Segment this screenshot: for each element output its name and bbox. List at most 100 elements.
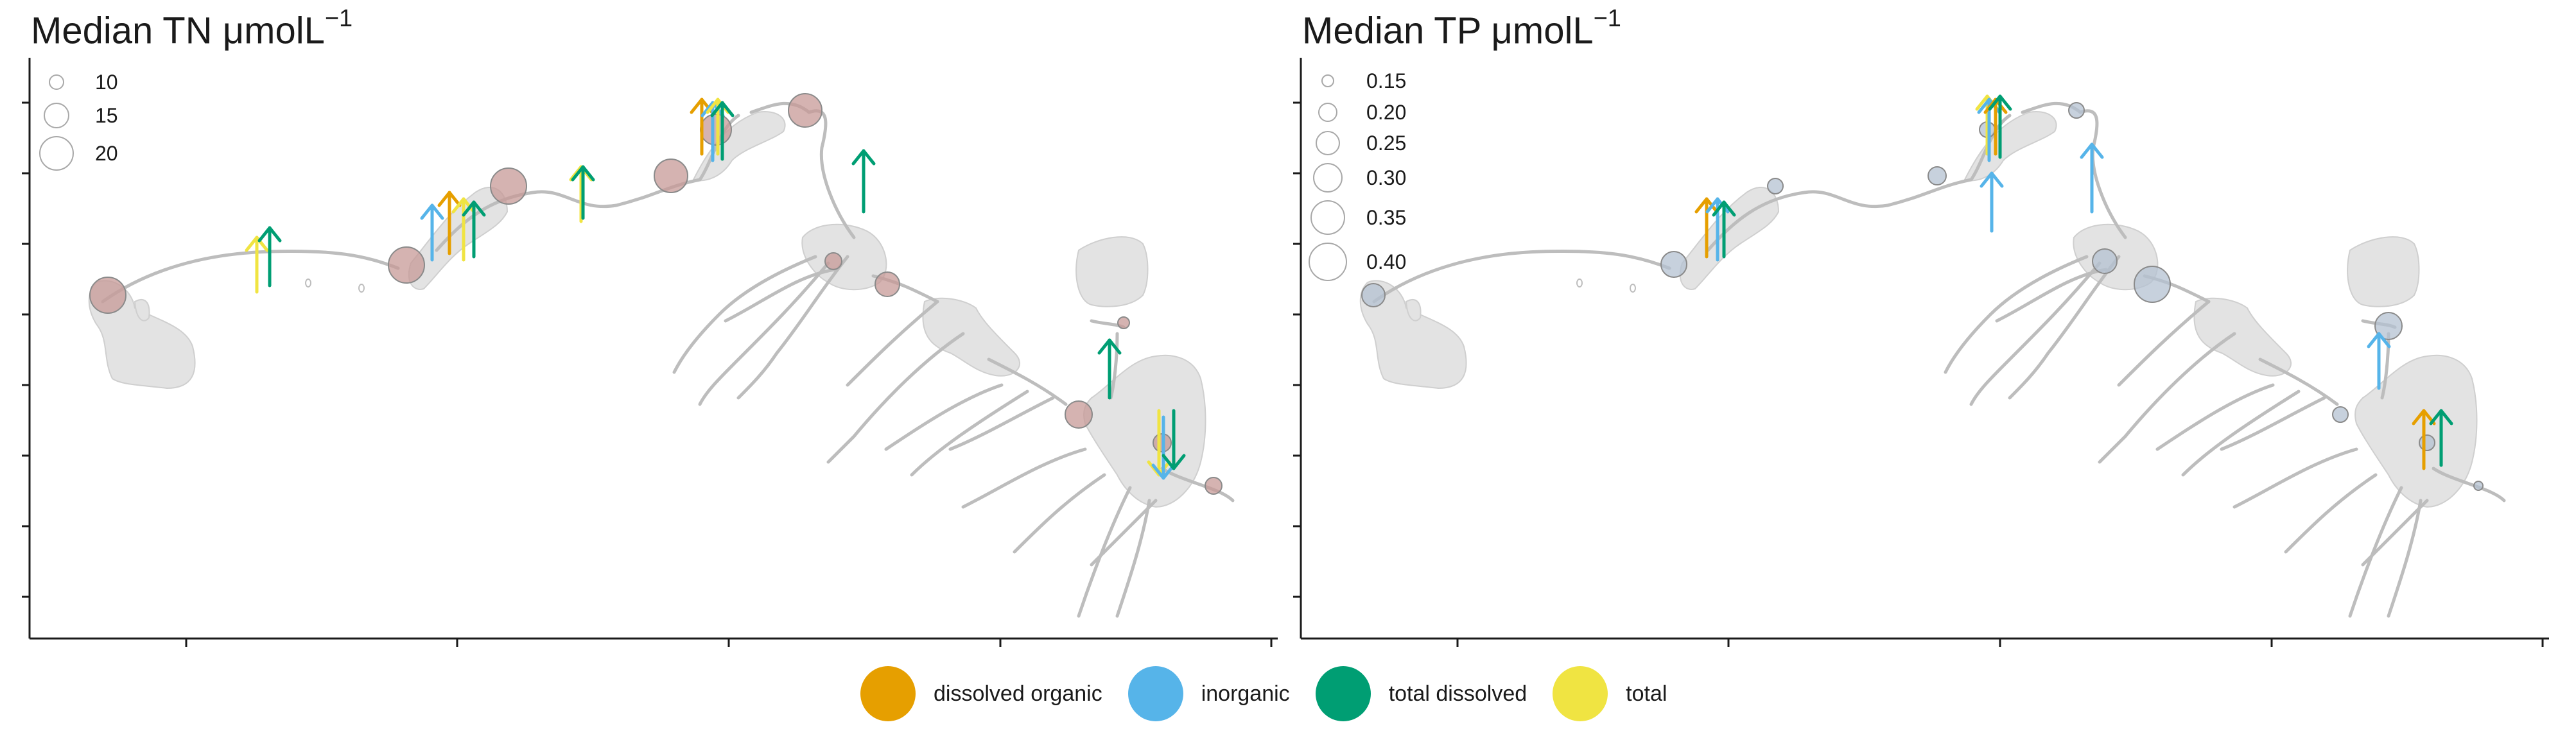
pond-marker	[358, 284, 365, 293]
river-line	[2432, 467, 2506, 502]
tn-map	[22, 58, 1278, 647]
size-legend-circle	[39, 136, 74, 171]
trend-arrow	[245, 236, 269, 294]
lake-shape	[1359, 280, 1467, 390]
river-line	[1995, 268, 2108, 323]
river-line	[807, 109, 856, 239]
trend-arrow	[1712, 200, 1736, 259]
trend-arrow	[851, 149, 876, 214]
trend-arrow	[1988, 94, 2012, 159]
legend-swatch	[1553, 666, 1608, 721]
legend-label: inorganic	[1201, 681, 1290, 706]
size-legend-circle	[1310, 200, 1345, 235]
trend-arrow	[1694, 197, 1719, 259]
site-marker	[875, 271, 900, 297]
size-legend-circle	[1316, 131, 1340, 155]
size-legend-circle	[44, 103, 69, 128]
tp-panel: Median TP μmolL−1 0.15 0.20 0.25 0.30 0.35 0.…	[1271, 0, 2555, 655]
legend-item-inorganic: inorganic	[1127, 666, 1290, 721]
site-marker	[824, 252, 842, 270]
lake-shape	[1963, 111, 2057, 182]
trend-arrow	[710, 101, 735, 161]
pond-marker	[305, 279, 311, 287]
legend-swatch	[860, 666, 916, 721]
legend-swatch	[1127, 666, 1183, 721]
river-line	[2181, 390, 2301, 477]
lake-shape	[1083, 354, 1206, 508]
legend-item-dissolved-organic: dissolved organic	[860, 666, 1102, 721]
trend-arrow	[2080, 142, 2104, 214]
river-line	[2348, 486, 2403, 618]
site-marker	[1660, 251, 1687, 278]
trend-arrow	[1980, 171, 2004, 233]
site-marker	[654, 159, 688, 193]
lake-shape	[2354, 354, 2478, 508]
size-legend-label: 0.15	[1366, 69, 1407, 92]
trend-arrow	[2367, 332, 2391, 390]
lake-shape	[134, 299, 150, 322]
site-marker	[788, 93, 822, 128]
lake-shape	[2193, 297, 2292, 377]
trend-arrow	[420, 203, 444, 262]
trend-arrow	[2429, 409, 2453, 467]
size-legend-circle	[49, 74, 64, 90]
size-legend-label: 15	[95, 104, 118, 127]
river-line	[1109, 332, 1119, 400]
site-marker	[2134, 266, 2171, 303]
river-line	[698, 261, 830, 406]
river-line	[736, 255, 849, 400]
site-marker	[700, 114, 732, 146]
legend-label: total dissolved	[1388, 681, 1527, 706]
river-line	[846, 300, 939, 387]
river-line	[2284, 473, 2378, 554]
size-legend-label: 0.35	[1366, 206, 1407, 229]
tn-waterbodies	[88, 101, 1235, 618]
lake-shape	[1075, 236, 1149, 307]
size-legend-label: 0.40	[1366, 250, 1407, 273]
trend-arrow	[571, 165, 595, 220]
river-line	[1013, 473, 1106, 554]
size-legend-label: 0.20	[1366, 101, 1407, 124]
trend-arrow	[1162, 409, 1186, 470]
river-line	[724, 268, 837, 323]
river-line	[2117, 300, 2211, 387]
trend-arrow	[1097, 338, 1122, 400]
color-legend: dissolved organic inorganic total dissol…	[860, 665, 1693, 723]
river-line	[1969, 261, 2102, 406]
tp-map	[1293, 58, 2549, 647]
site-marker	[1065, 400, 1093, 429]
tp-axes	[1293, 58, 2549, 647]
trend-arrow	[257, 226, 282, 287]
site-marker	[2473, 481, 2484, 491]
tp-trend-arrows	[1694, 94, 2453, 470]
size-legend-label: 20	[95, 142, 118, 165]
site-marker	[1928, 166, 1947, 185]
site-marker	[1205, 477, 1223, 495]
river-line	[435, 114, 740, 252]
pond-marker	[1576, 279, 1583, 287]
river-line	[2220, 396, 2326, 451]
river-line	[948, 396, 1055, 451]
tn-title: Median TN μmolL−1	[31, 5, 353, 52]
river-line	[101, 249, 400, 304]
river-line	[2258, 357, 2339, 406]
legend-item-total-dissolved: total dissolved	[1315, 666, 1527, 721]
tn-trend-arrows	[245, 98, 1186, 480]
tp-sites	[1361, 102, 2484, 491]
lake-shape	[1679, 186, 1780, 290]
tp-title: Median TP μmolL−1	[1302, 5, 1621, 52]
river-line	[1372, 249, 1671, 304]
river-line	[1706, 114, 2012, 252]
river-line	[1944, 255, 2089, 374]
size-legend-circle	[1313, 163, 1343, 193]
river-line	[884, 383, 1004, 451]
river-line	[1077, 486, 1132, 618]
river-line	[2380, 332, 2390, 400]
site-marker	[2068, 102, 2085, 119]
site-marker	[1767, 178, 1784, 194]
legend-item-total: total	[1553, 666, 1667, 721]
river-line	[672, 255, 817, 374]
tn-sites	[89, 93, 1223, 495]
river-line	[2232, 447, 2358, 509]
lake-shape	[1405, 299, 1422, 322]
